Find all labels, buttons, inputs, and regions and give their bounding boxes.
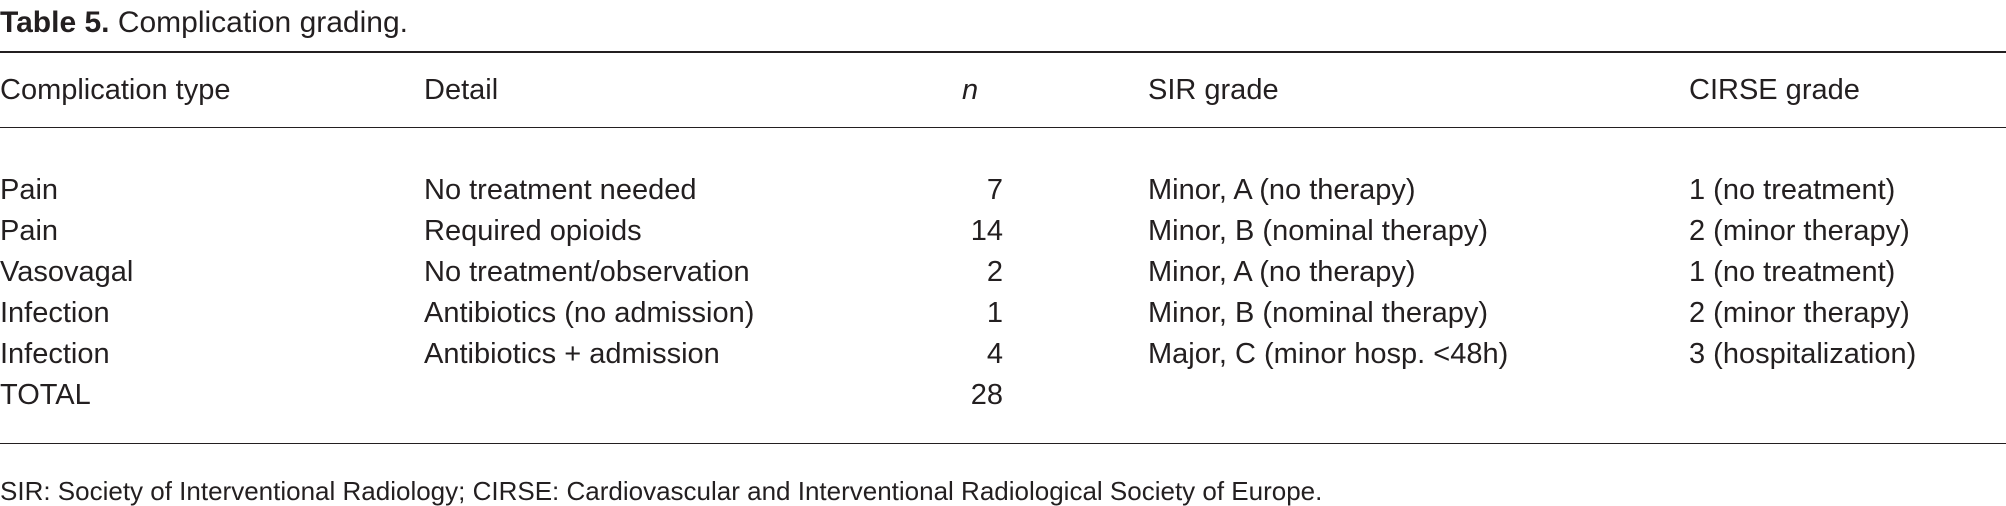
cell-cirse-grade: 1 (no treatment) (1689, 174, 1896, 206)
header-sir-grade: SIR grade (1148, 74, 1279, 106)
header-complication-type: Complication type (0, 74, 231, 106)
table-title: Complication grading. (117, 6, 408, 39)
cell-complication-type: Pain (0, 215, 59, 247)
cell-n: 2 (986, 256, 1003, 288)
cell-n: 7 (986, 174, 1003, 206)
table-caption: Table 5. Complication grading. (0, 8, 408, 38)
cell-complication-type: TOTAL (0, 379, 91, 411)
cell-cirse-grade: 2 (minor therapy) (1689, 215, 1910, 247)
table-footnote: SIR: Society of Interventional Radiology… (0, 476, 1323, 506)
cell-n: 1 (986, 297, 1003, 329)
cell-complication-type: Vasovagal (0, 256, 134, 288)
cell-sir-grade: Major, C (minor hosp. <48h) (1148, 338, 1509, 370)
cell-detail: No treatment/observation (424, 256, 750, 288)
top-rule (0, 51, 2006, 53)
header-rule (0, 127, 2006, 128)
header-cirse-grade: CIRSE grade (1689, 74, 1860, 106)
cell-cirse-grade: 2 (minor therapy) (1689, 297, 1910, 329)
cell-sir-grade: Minor, B (nominal therapy) (1148, 215, 1489, 247)
cell-n: 28 (970, 379, 1003, 411)
cell-complication-type: Infection (0, 297, 110, 329)
cell-cirse-grade: 3 (hospitalization) (1689, 338, 1917, 370)
cell-complication-type: Infection (0, 338, 110, 370)
cell-sir-grade: Minor, A (no therapy) (1148, 256, 1416, 288)
cell-cirse-grade: 1 (no treatment) (1689, 256, 1896, 288)
cell-detail: Antibiotics + admission (424, 338, 720, 370)
bottom-rule (0, 443, 2006, 444)
cell-sir-grade: Minor, A (no therapy) (1148, 174, 1416, 206)
cell-complication-type: Pain (0, 174, 59, 206)
table-label: Table 5. (0, 6, 110, 39)
header-detail: Detail (424, 74, 499, 106)
cell-n: 14 (970, 215, 1003, 247)
header-n: n (962, 74, 979, 106)
cell-detail: No treatment needed (424, 174, 697, 206)
cell-sir-grade: Minor, B (nominal therapy) (1148, 297, 1489, 329)
cell-detail: Antibiotics (no admission) (424, 297, 755, 329)
cell-n: 4 (986, 338, 1003, 370)
cell-detail: Required opioids (424, 215, 642, 247)
